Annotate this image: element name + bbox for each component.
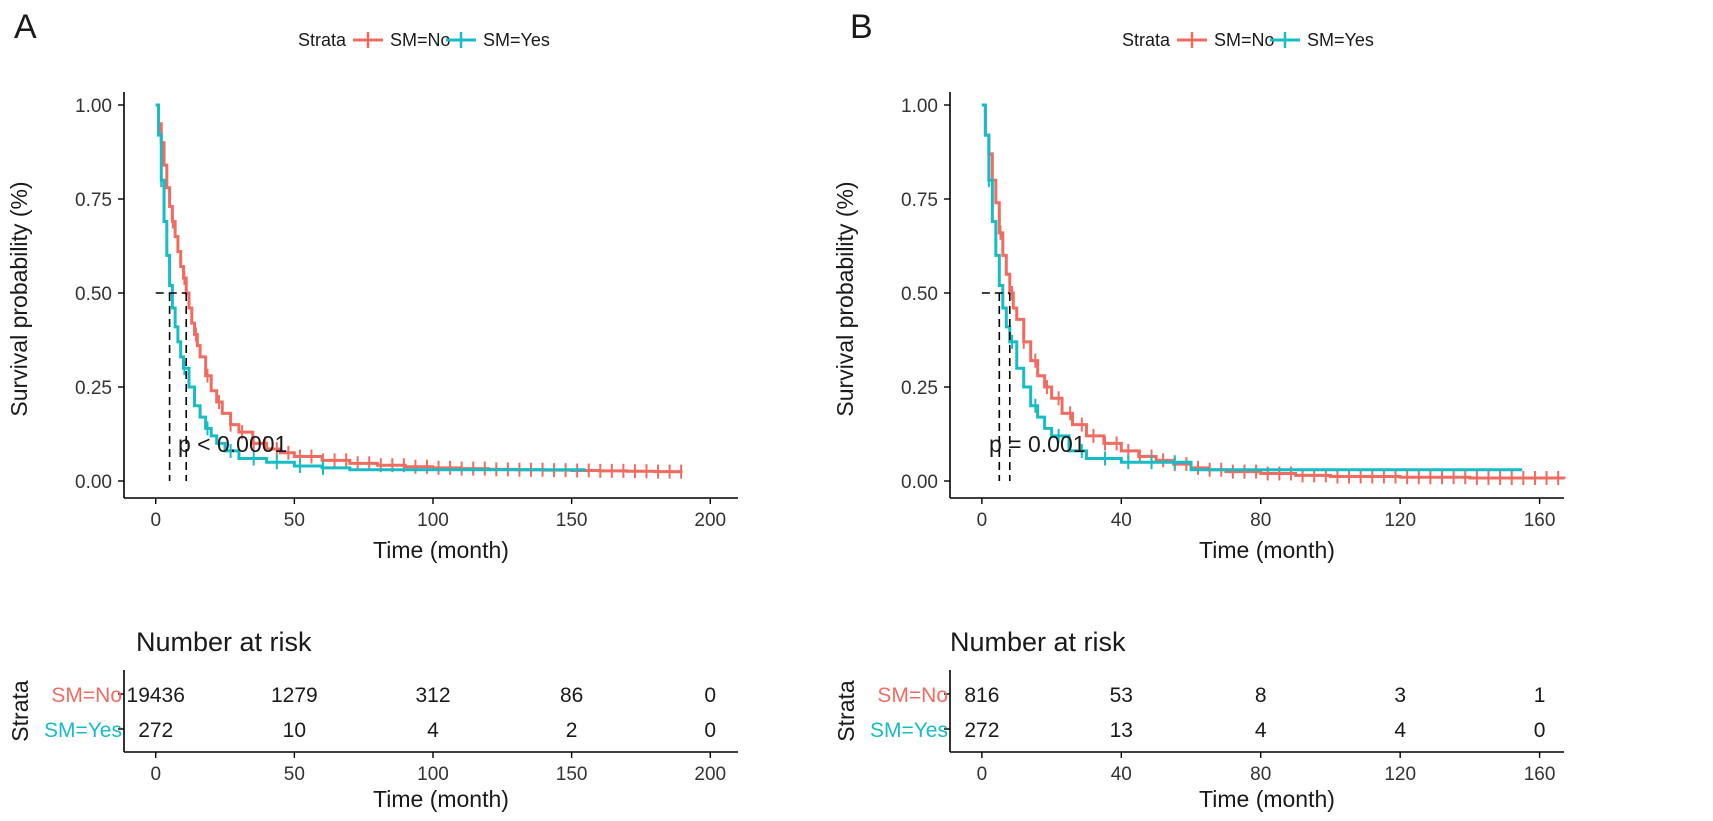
y-tick-label: 0.50 bbox=[75, 284, 112, 305]
risk-cell: 10 bbox=[283, 719, 306, 742]
legend-title: Strata bbox=[1122, 30, 1171, 50]
risk-cell: 0 bbox=[704, 719, 716, 742]
risk-cell: 2 bbox=[566, 719, 578, 742]
risk-cell: 3 bbox=[1394, 684, 1406, 707]
risk-x-tick-label: 0 bbox=[977, 764, 988, 785]
risk-x-tick-label: 160 bbox=[1524, 764, 1556, 785]
risk-cell: 8 bbox=[1255, 684, 1267, 707]
series-sm-yes bbox=[155, 103, 586, 475]
panel-label: B bbox=[850, 8, 873, 46]
x-tick-label: 80 bbox=[1250, 510, 1271, 531]
y-tick-label: 0.75 bbox=[901, 190, 938, 211]
risk-cell: 4 bbox=[1255, 719, 1267, 742]
risk-row-label: SM=Yes bbox=[44, 719, 122, 742]
risk-y-axis-title: Strata bbox=[833, 680, 859, 742]
survival-curve bbox=[155, 103, 683, 474]
risk-cell: 53 bbox=[1110, 684, 1133, 707]
y-tick-label: 0.25 bbox=[901, 378, 938, 399]
series-sm-no bbox=[155, 103, 683, 479]
risk-x-tick-label: 50 bbox=[284, 764, 305, 785]
risk-cell: 4 bbox=[1394, 719, 1406, 742]
risk-table-title: Number at risk bbox=[136, 627, 312, 657]
risk-cell: 1279 bbox=[271, 684, 318, 707]
y-tick-label: 0.00 bbox=[75, 472, 112, 493]
legend-entry-1: SM=Yes bbox=[1307, 30, 1374, 50]
survival-curve bbox=[981, 103, 1523, 472]
risk-cell: 4 bbox=[427, 719, 439, 742]
panel-label: A bbox=[14, 8, 37, 46]
x-tick-label: 200 bbox=[694, 510, 726, 531]
risk-cell: 19436 bbox=[127, 684, 185, 707]
x-tick-label: 50 bbox=[284, 510, 305, 531]
risk-row-label: SM=Yes bbox=[870, 719, 948, 742]
y-tick-label: 1.00 bbox=[75, 96, 112, 117]
p-value: p = 0.001 bbox=[989, 431, 1086, 457]
risk-table-title: Number at risk bbox=[950, 627, 1126, 657]
risk-cell: 312 bbox=[415, 684, 450, 707]
legend-entry-0: SM=No bbox=[390, 30, 451, 50]
risk-x-tick-label: 40 bbox=[1111, 764, 1132, 785]
risk-cell: 272 bbox=[138, 719, 173, 742]
y-tick-label: 0.00 bbox=[901, 472, 938, 493]
risk-cell: 816 bbox=[964, 684, 999, 707]
y-axis-title: Survival probability (%) bbox=[832, 181, 858, 416]
survival-curve bbox=[155, 103, 586, 472]
median-lines bbox=[981, 292, 1011, 481]
y-tick-label: 0.50 bbox=[901, 284, 938, 305]
risk-cell: 0 bbox=[1534, 719, 1546, 742]
x-axis-title: Time (month) bbox=[1199, 537, 1335, 563]
risk-table: Number at risk SM=No 816 53 8 3 1 SM=Yes 272 13 4 4… bbox=[833, 627, 1564, 812]
panel-b: B Strata SM=No SM=Yes 0.00 0.25 0.50 0.75 1.00 0 4… bbox=[832, 8, 1566, 812]
risk-x-axis-title: Time (month) bbox=[373, 786, 509, 812]
risk-cell: 13 bbox=[1110, 719, 1133, 742]
risk-cell: 1 bbox=[1534, 684, 1546, 707]
x-tick-label: 0 bbox=[977, 510, 988, 531]
risk-x-axis-title: Time (month) bbox=[1199, 786, 1335, 812]
risk-cell: 0 bbox=[704, 684, 716, 707]
risk-cell: 272 bbox=[964, 719, 999, 742]
risk-x-tick-label: 150 bbox=[556, 764, 588, 785]
x-tick-label: 100 bbox=[417, 510, 449, 531]
y-axis-title: Survival probability (%) bbox=[6, 181, 32, 416]
x-axis-title: Time (month) bbox=[373, 537, 509, 563]
risk-row-label: SM=No bbox=[51, 684, 122, 707]
x-tick-label: 150 bbox=[556, 510, 588, 531]
risk-x-tick-label: 100 bbox=[417, 764, 449, 785]
risk-x-tick-label: 0 bbox=[150, 764, 161, 785]
legend-entry-1: SM=Yes bbox=[483, 30, 550, 50]
survival-curve bbox=[981, 103, 1566, 480]
risk-x-tick-label: 200 bbox=[694, 764, 726, 785]
x-tick-label: 160 bbox=[1524, 510, 1556, 531]
risk-table: Number at risk SM=No 19436 1279 312 86 0 SM=Yes… bbox=[7, 627, 738, 812]
risk-y-axis-title: Strata bbox=[7, 680, 33, 742]
series-sm-no bbox=[981, 103, 1566, 485]
legend: Strata SM=No SM=Yes bbox=[1122, 30, 1374, 50]
y-tick-label: 0.25 bbox=[75, 378, 112, 399]
legend-title: Strata bbox=[298, 30, 347, 50]
y-tick-label: 0.75 bbox=[75, 190, 112, 211]
p-value: p < 0.0001 bbox=[178, 431, 287, 457]
series-sm-yes bbox=[981, 103, 1523, 472]
y-tick-label: 1.00 bbox=[901, 96, 938, 117]
legend-entry-0: SM=No bbox=[1214, 30, 1275, 50]
legend: Strata SM=No SM=Yes bbox=[298, 30, 550, 50]
median-lines bbox=[155, 292, 188, 481]
x-tick-label: 40 bbox=[1111, 510, 1132, 531]
x-tick-label: 0 bbox=[150, 510, 161, 531]
risk-x-tick-label: 80 bbox=[1250, 764, 1271, 785]
risk-x-tick-label: 120 bbox=[1384, 764, 1416, 785]
panel-a: A Strata SM=No SM=Yes 0.00 0.25 0.50 0.75 1.00 0 5… bbox=[6, 8, 738, 812]
risk-cell: 86 bbox=[560, 684, 583, 707]
risk-row-label: SM=No bbox=[877, 684, 948, 707]
x-tick-label: 120 bbox=[1384, 510, 1416, 531]
